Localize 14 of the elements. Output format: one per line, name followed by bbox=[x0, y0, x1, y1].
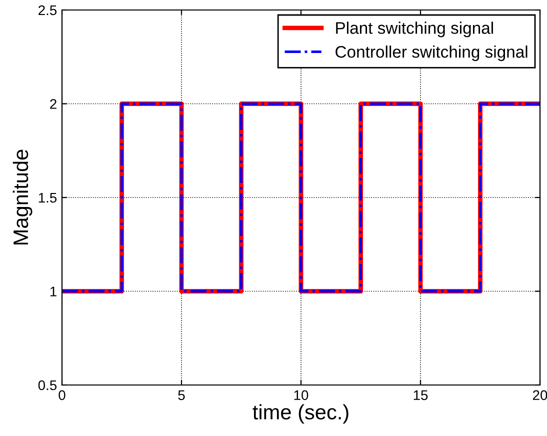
x-tick-label: 5 bbox=[178, 390, 185, 400]
x-axis-title: time (sec.) bbox=[252, 404, 348, 424]
x-tick-label: 0 bbox=[58, 390, 66, 400]
y-tick-label: 1 bbox=[50, 286, 56, 296]
legend-label: Plant switching signal bbox=[336, 22, 493, 38]
legend-label: Controller switching signal bbox=[336, 46, 528, 62]
y-tick-label: 2 bbox=[50, 99, 56, 109]
x-tick-label: 10 bbox=[294, 390, 308, 400]
y-tick-label: 0.5 bbox=[38, 380, 57, 390]
x-tick-label: 15 bbox=[414, 390, 428, 400]
y-tick-label: 2.5 bbox=[38, 5, 57, 16]
y-tick-label: 1.5 bbox=[38, 192, 57, 203]
x-tick-label: 20 bbox=[532, 390, 547, 400]
y-axis-title: Magnitude bbox=[12, 150, 32, 244]
